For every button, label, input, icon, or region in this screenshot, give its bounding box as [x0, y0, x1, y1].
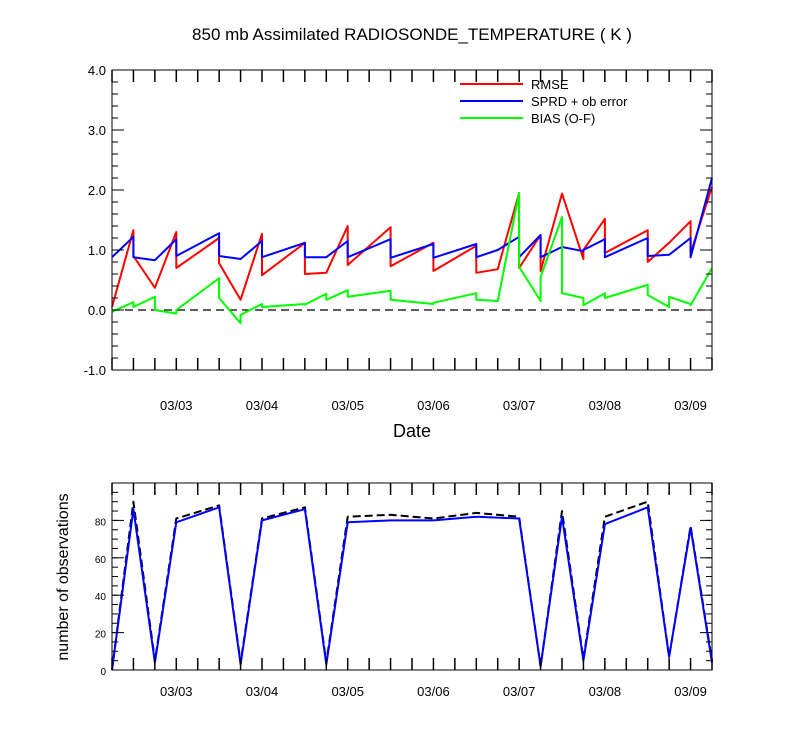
- x-tick-label: 03/07: [503, 398, 536, 413]
- y-tick-label: 40: [95, 592, 107, 603]
- bottom-chart: 0 20 40 60 80 03/03 03/04 03/05 03/06 03/07 03/08 0…: [55, 482, 713, 699]
- y-tick-label: 0.0: [88, 303, 106, 318]
- x-tick-label: 03/03: [160, 398, 193, 413]
- series-line-possible: [111, 500, 713, 671]
- x-tick-label: 03/05: [331, 684, 364, 699]
- series-line-sprd-ob-error: [111, 177, 713, 262]
- y-tick-label: 4.0: [88, 63, 106, 78]
- x-tick-label: 03/09: [674, 398, 707, 413]
- x-tick-label: 03/07: [503, 684, 536, 699]
- x-tick-label: 03/04: [246, 398, 279, 413]
- y-tick-label: -1.0: [84, 363, 106, 378]
- chart-title: 850 mb Assimilated RADIOSONDE_TEMPERATUR…: [192, 25, 632, 44]
- legend-label: SPRD + ob error: [531, 94, 628, 109]
- bottom-plot-frame: [111, 482, 713, 671]
- y-tick-label: 0: [100, 667, 106, 678]
- series-line-used: [111, 506, 713, 671]
- x-tick-label: 03/08: [589, 684, 622, 699]
- series-line-rmse: [111, 186, 713, 308]
- x-axis-label: Date: [393, 421, 431, 441]
- x-tick-label: 03/06: [417, 684, 450, 699]
- y-axis-label: number of observations: [55, 493, 72, 660]
- x-tick-label: 03/06: [417, 398, 450, 413]
- x-tick-label: 03/08: [589, 398, 622, 413]
- legend-label: RMSE: [531, 77, 569, 92]
- x-tick-label: 03/09: [674, 684, 707, 699]
- series-line-bias-o-f: [111, 192, 713, 325]
- y-tick-label: 1.0: [88, 243, 106, 258]
- top-plot-frame: [111, 69, 713, 371]
- top-chart: 850 mb Assimilated RADIOSONDE_TEMPERATUR…: [84, 25, 713, 441]
- y-tick-label: 60: [95, 555, 107, 566]
- x-tick-label: 03/05: [331, 398, 364, 413]
- y-tick-label: 20: [95, 630, 107, 641]
- legend-label: BIAS (O-F): [531, 111, 595, 126]
- y-tick-label: 2.0: [88, 183, 106, 198]
- x-tick-label: 03/03: [160, 684, 193, 699]
- y-tick-label: 3.0: [88, 123, 106, 138]
- y-tick-label: 80: [95, 517, 107, 528]
- legend: RMSE SPRD + ob error BIAS (O-F): [460, 77, 628, 126]
- x-tick-label: 03/04: [246, 684, 279, 699]
